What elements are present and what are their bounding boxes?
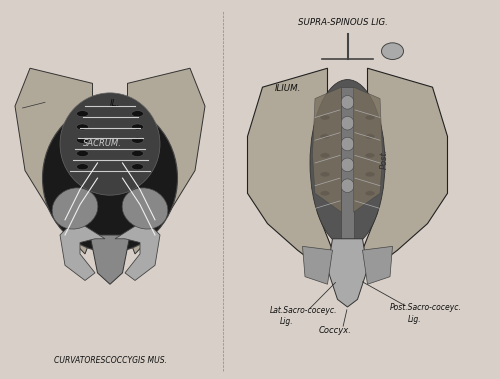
- Ellipse shape: [341, 179, 354, 193]
- Ellipse shape: [132, 124, 143, 130]
- Ellipse shape: [365, 134, 375, 139]
- Polygon shape: [328, 239, 368, 307]
- Polygon shape: [342, 87, 353, 239]
- Polygon shape: [312, 87, 342, 212]
- Ellipse shape: [132, 164, 143, 170]
- Polygon shape: [362, 246, 392, 284]
- Ellipse shape: [320, 153, 330, 158]
- Ellipse shape: [132, 137, 143, 143]
- Ellipse shape: [132, 111, 143, 117]
- Ellipse shape: [365, 115, 375, 120]
- Polygon shape: [90, 235, 130, 284]
- Polygon shape: [15, 68, 95, 254]
- Polygon shape: [362, 68, 448, 269]
- Polygon shape: [125, 68, 205, 254]
- Polygon shape: [60, 220, 105, 280]
- Ellipse shape: [341, 96, 354, 109]
- Ellipse shape: [365, 191, 375, 196]
- Ellipse shape: [76, 124, 88, 130]
- Text: ILIUM.: ILIUM.: [275, 84, 301, 93]
- Ellipse shape: [76, 164, 88, 170]
- Ellipse shape: [76, 111, 88, 117]
- Ellipse shape: [341, 116, 354, 130]
- Ellipse shape: [42, 104, 177, 252]
- Ellipse shape: [76, 137, 88, 143]
- Ellipse shape: [341, 137, 354, 151]
- Text: Lig.: Lig.: [280, 317, 293, 326]
- Ellipse shape: [320, 191, 330, 196]
- Ellipse shape: [60, 93, 160, 195]
- Text: Lig.: Lig.: [408, 315, 421, 324]
- Text: Coccyx.: Coccyx.: [318, 326, 352, 335]
- Ellipse shape: [341, 158, 354, 172]
- Ellipse shape: [382, 43, 404, 60]
- Polygon shape: [248, 68, 332, 269]
- Text: SACRUM.: SACRUM.: [83, 139, 122, 148]
- Ellipse shape: [132, 150, 143, 157]
- Ellipse shape: [310, 80, 385, 246]
- Text: Post.Sacro-coceyc.: Post.Sacro-coceyc.: [390, 303, 462, 312]
- Ellipse shape: [320, 115, 330, 120]
- Ellipse shape: [365, 153, 375, 158]
- Ellipse shape: [365, 172, 375, 177]
- Text: Lat.Sacro-coceyc.: Lat.Sacro-coceyc.: [270, 306, 338, 315]
- Ellipse shape: [76, 150, 88, 157]
- Text: SUPRA-SPINOUS LIG.: SUPRA-SPINOUS LIG.: [298, 18, 388, 27]
- Ellipse shape: [320, 172, 330, 177]
- Ellipse shape: [122, 188, 168, 229]
- Ellipse shape: [52, 188, 98, 229]
- Text: IL.: IL.: [110, 99, 120, 108]
- Text: CURVATORESCOCCYGIS MUS.: CURVATORESCOCCYGIS MUS.: [54, 356, 166, 365]
- Text: Post.: Post.: [380, 149, 389, 169]
- Polygon shape: [115, 220, 160, 280]
- Ellipse shape: [320, 134, 330, 139]
- Polygon shape: [302, 246, 332, 284]
- Polygon shape: [354, 87, 382, 212]
